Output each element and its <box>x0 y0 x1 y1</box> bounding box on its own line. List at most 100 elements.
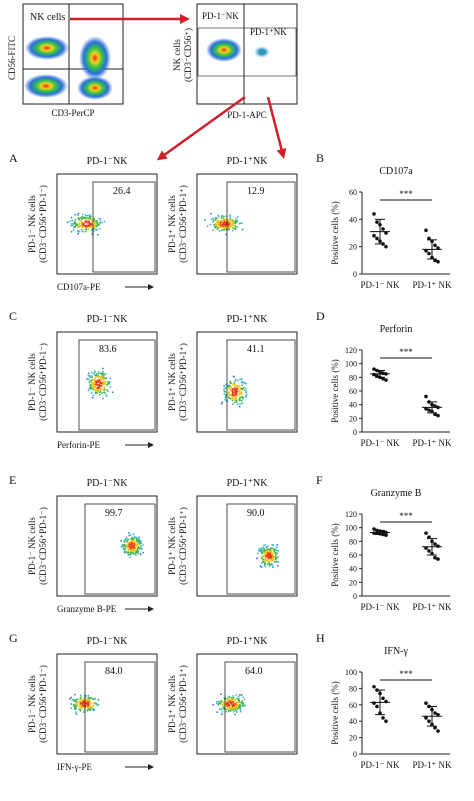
flow-event-dot <box>69 697 71 700</box>
flow-ylabel2-pos: (CD3⁻CD56⁺PD-1⁺) <box>178 665 188 743</box>
flow-event-dot <box>76 224 79 227</box>
flow-event-dot <box>223 218 226 221</box>
flow-event-dot <box>217 702 220 705</box>
flow-event-dot <box>229 215 232 218</box>
flow-event-dot <box>81 217 84 220</box>
panel-letter: C <box>9 309 17 323</box>
flow-event-dot <box>90 697 93 699</box>
flow-event-dot <box>235 221 237 223</box>
flow-event-dot <box>72 223 75 225</box>
flow-event-dot <box>135 554 137 557</box>
flow-event-dot <box>217 215 220 218</box>
stat-ytick-label: 40 <box>349 215 357 224</box>
flow-event-dot <box>219 224 222 227</box>
flow-event-dot <box>100 379 103 381</box>
flow-event-dot <box>97 376 100 378</box>
flow-event-dot <box>267 552 270 554</box>
flow-event-dot <box>264 553 267 556</box>
flow-event-dot <box>132 549 134 552</box>
flow-event-dot <box>227 704 230 707</box>
stat-chart-b: B CD107a 0 20 40 60 Positive cells (%) PD-1⁻ NK… <box>316 151 452 290</box>
stat-point <box>424 531 428 535</box>
flow-event-dot <box>90 371 93 374</box>
stat-ytick-label: 0 <box>353 270 357 279</box>
stat-ytick-label: 0 <box>353 428 357 437</box>
flow-event-dot <box>142 551 145 554</box>
flow-event-dot <box>268 554 271 556</box>
flow-event-dot <box>233 382 236 384</box>
flow-event-dot <box>241 700 244 702</box>
flow-event-dot <box>232 701 235 704</box>
flow-event-dot <box>223 385 226 387</box>
flow-event-dot <box>221 219 224 222</box>
flow-event-dot <box>243 705 246 707</box>
flow-event-dot <box>220 708 223 711</box>
flow-event-dot <box>103 220 106 223</box>
flow-event-dot <box>82 700 85 703</box>
flow-event-dot <box>259 550 262 553</box>
flow-event-dot <box>89 214 92 216</box>
flow-event-dot <box>139 553 142 556</box>
flow-event-dot <box>231 697 233 699</box>
flow-xlabel: CD107a-PE <box>57 282 101 292</box>
flow-event-dot <box>228 225 231 228</box>
flow-event-dot <box>229 698 232 701</box>
flow-event-dot <box>81 223 84 225</box>
stat-point <box>381 227 385 231</box>
flow-event-dot <box>214 223 217 225</box>
flow-event-dot <box>216 700 218 703</box>
flow-event-dot <box>133 541 136 544</box>
flow-event-dot <box>268 550 271 553</box>
stat-chart-h: H IFN-γ 0 20 40 60 80 100 Positive cells (%) PD-1… <box>316 631 452 770</box>
flow-event-dot <box>105 384 108 386</box>
stat-category-label: PD-1⁻ NK <box>360 760 400 770</box>
flow-event-dot <box>232 223 234 225</box>
flow-title-pos: PD-1⁺NK <box>227 478 269 489</box>
flow-event-dot <box>231 399 234 402</box>
flow-event-dot <box>212 229 214 232</box>
flow-event-dot <box>99 227 101 230</box>
flow-event-dot <box>228 393 231 396</box>
flow-event-dot <box>238 390 241 393</box>
flow-event-dot <box>102 370 105 373</box>
flow-event-dot <box>269 563 272 566</box>
flow-gate <box>78 339 156 431</box>
flow-event-dot <box>70 707 73 709</box>
flow-event-dot <box>236 697 238 700</box>
flow-event-dot <box>233 401 236 404</box>
flow-event-dot <box>95 702 98 705</box>
flow-ylabel2-pos: (CD3⁻CD56⁺PD-1⁺) <box>178 507 188 585</box>
flow-event-dot <box>120 545 123 548</box>
flow-event-dot <box>214 226 217 229</box>
flow-event-dot <box>69 220 72 222</box>
flow-event-dot <box>70 223 73 225</box>
flow-event-dot <box>241 222 243 225</box>
flow-event-dot <box>97 698 100 701</box>
flow-event-dot <box>131 542 134 545</box>
flow-event-dot <box>229 219 231 222</box>
flow-plot-pos: PD-1⁺NK 90.0 PD-1⁺ NK cells (CD3⁻CD56⁺PD-1⁺… <box>167 478 298 597</box>
flow-event-dot <box>120 539 123 542</box>
flow-event-dot <box>88 707 91 709</box>
stat-point <box>381 716 385 720</box>
stat-category-label: PD-1⁻ NK <box>360 280 400 290</box>
stat-point <box>427 251 431 256</box>
stat-ylabel: Positive cells (%) <box>330 523 340 587</box>
flow-frame <box>196 653 298 755</box>
flow-event-dot <box>229 397 232 400</box>
flow-event-dot <box>231 397 234 399</box>
flow-event-dot <box>90 706 93 709</box>
flow-event-dot <box>77 232 79 235</box>
gate1-ylabel: CD56-FITC <box>7 36 17 80</box>
flow-frame <box>56 653 158 755</box>
flow-event-dot <box>78 225 81 227</box>
flow-event-dot <box>228 396 231 399</box>
flow-event-dot <box>76 229 79 232</box>
flow-xlabel: Perforin-PE <box>57 440 100 450</box>
flow-event-dot <box>102 378 104 381</box>
flow-gate <box>224 661 296 753</box>
flow-event-dot <box>87 708 89 711</box>
flow-event-dot <box>86 214 89 217</box>
flow-event-dot <box>235 397 238 400</box>
